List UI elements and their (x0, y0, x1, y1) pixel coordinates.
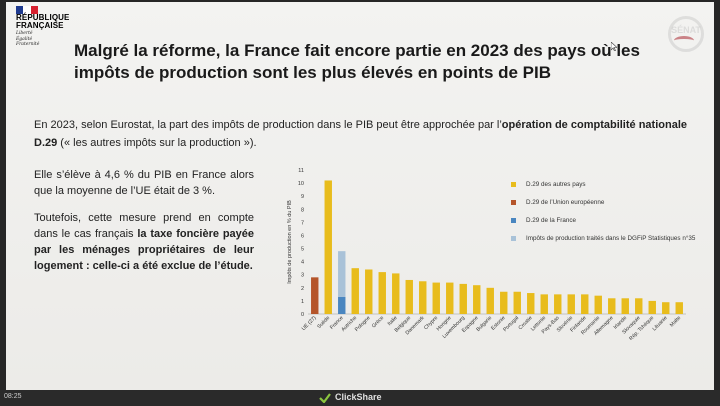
y-tick-label: 0 (301, 312, 304, 318)
bar-lituanie (662, 302, 670, 314)
bar-r-p-tch-que (648, 300, 656, 314)
bar-pays-bas (554, 294, 562, 314)
mouse-cursor-icon (611, 42, 617, 51)
legend-item: D.29 de l’Union européenne (511, 199, 701, 206)
bar-france (338, 296, 346, 314)
legend-swatch (511, 236, 516, 241)
clock: 08:25 (4, 393, 22, 400)
x-tick-label: Pologne (354, 315, 372, 333)
y-tick-label: 3 (301, 273, 304, 279)
body-text: Elle s’élève à 4,6 % du PIB en France al… (34, 167, 254, 285)
bar-chart: Impôts de production en % du PIB 0 1 2 3 4 5 6 7… (282, 164, 702, 342)
legend-label: D.29 de la France (526, 217, 577, 224)
motto-liberte: Liberté (16, 31, 33, 36)
y-tick-label: 6 (301, 233, 304, 239)
paragraph-2: Toutefois, cette mesure prend en compte … (34, 210, 254, 274)
presentation-slide: RÉPUBLIQUE FRANÇAISE Liberté Égalité Fra… (6, 2, 714, 390)
legend-item: Impôts de production traités dans le DGF… (511, 235, 701, 242)
bar-bulgarie (486, 287, 494, 314)
intro-paragraph: En 2023, selon Eurostat, la part des imp… (34, 116, 694, 152)
bar-italie (392, 273, 400, 314)
bar-estonie (500, 291, 508, 314)
x-tick-label: Malte (669, 315, 682, 328)
bar-luxembourg (459, 283, 467, 314)
bar-espagne (473, 285, 481, 314)
french-flag-icon (16, 6, 38, 14)
paragraph-1: Elle s’élève à 4,6 % du PIB en France al… (34, 169, 254, 197)
legend-item: D.29 des autres pays (511, 181, 701, 188)
y-tick-label: 4 (301, 260, 304, 266)
y-tick-label: 1 (301, 299, 304, 305)
senat-watermark-label: SÉNAT (671, 25, 701, 35)
logo-line-2: FRANÇAISE (16, 21, 64, 30)
bar-autriche (351, 268, 359, 314)
x-tick-label: Grèce (371, 315, 385, 329)
x-tick-label: Bulgarie (475, 315, 493, 333)
bar-roumanie (594, 295, 602, 314)
legend-label: D.29 des autres pays (526, 181, 586, 188)
y-tick-label: 2 (301, 286, 304, 292)
legend-label: D.29 de l’Union européenne (526, 199, 605, 206)
y-tick-label: 10 (298, 181, 304, 187)
slide-title: Malgré la réforme, la France fait encore… (74, 41, 640, 82)
bar-portugal (513, 291, 521, 314)
legend-swatch (511, 200, 516, 205)
paragraph-2-bold: la taxe foncière payée par les ménages p… (34, 228, 255, 272)
senat-watermark-icon: SÉNAT (666, 16, 706, 56)
intro-bold: opération de comptabilité nationale D.29 (34, 119, 687, 149)
bar-slovaquie (635, 298, 643, 314)
bar-slov-nie (567, 294, 575, 314)
bar-su-de (324, 180, 332, 314)
clickshare-bar: 08:25 ClickShare (0, 390, 720, 406)
motto-egalite: Égalité (16, 36, 33, 42)
bar-malte (675, 302, 683, 314)
intro-text-2: (« les autres impôts sur la production »… (57, 137, 257, 149)
intro-text-1: En 2023, selon Eurostat, la part des imp… (34, 119, 502, 131)
bar-chart-svg: Impôts de production en % du PIB 0 1 2 3 4 5 6 7… (287, 168, 686, 342)
bar-chypre (432, 282, 440, 314)
legend-swatch (511, 182, 516, 187)
y-tick-label: 9 (301, 194, 304, 200)
bar-allemagne (608, 298, 616, 314)
bar-hongrie (446, 282, 454, 314)
bar-lettonie (540, 294, 548, 314)
legend-swatch (511, 218, 516, 223)
bar-france (338, 251, 346, 297)
y-tick-label: 8 (301, 207, 304, 213)
bar-finlande (581, 294, 589, 314)
logo-line-1: RÉPUBLIQUE (16, 13, 70, 22)
bar-pologne (365, 269, 373, 314)
bar-belgique (405, 279, 413, 314)
legend-item: D.29 de la France (511, 217, 701, 224)
bar-danemark (419, 281, 427, 314)
paragraph-2-text: Toutefois, cette mesure prend en compte … (34, 212, 254, 240)
bar-ue-27- (311, 277, 319, 314)
bar-gr-ce (378, 272, 386, 314)
legend-label: Impôts de production traités dans le DGF… (526, 235, 696, 242)
clickshare-icon[interactable] (319, 393, 331, 403)
bar-irlande (621, 298, 629, 314)
republique-francaise-logo: RÉPUBLIQUE FRANÇAISE Liberté Égalité Fra… (16, 6, 86, 48)
y-tick-label: 11 (298, 168, 304, 174)
clickshare-label[interactable]: ClickShare (335, 392, 382, 402)
y-tick-label: 5 (301, 247, 304, 253)
motto-fraternite: Fraternité (16, 42, 40, 47)
x-tick-label: Lituanie (652, 315, 669, 332)
logo-motto: Liberté Égalité Fraternité (16, 31, 86, 48)
chart-legend: D.29 des autres pays D.29 de l’Union euro… (511, 181, 701, 253)
bar-croatie (527, 293, 535, 314)
y-axis-label: Impôts de production en % du PIB (287, 200, 293, 284)
y-tick-label: 7 (301, 220, 304, 226)
